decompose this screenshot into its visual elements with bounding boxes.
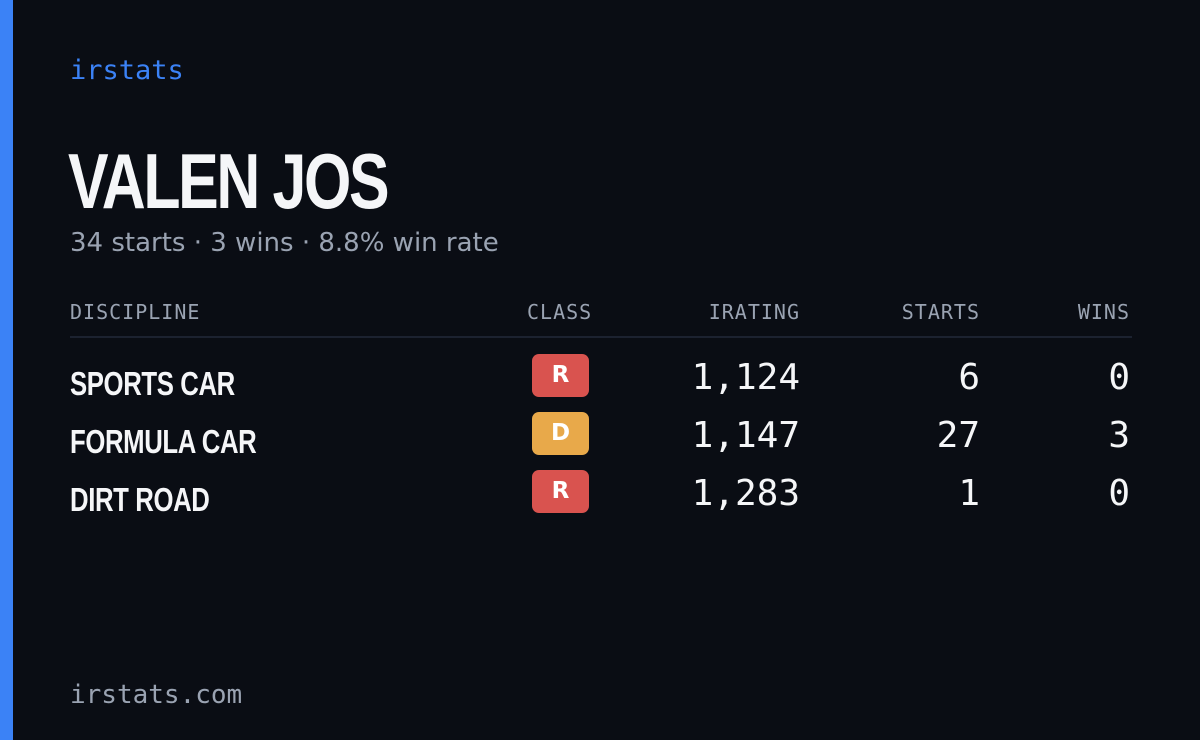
table-body: SPORTS CAR R 1,124 6 0 FORMULA CAR D 1,1…: [70, 338, 1132, 518]
starts-value: 1: [958, 473, 980, 514]
discipline-name: FORMULA CAR: [70, 423, 257, 460]
irating-value: 1,124: [691, 357, 800, 398]
class-badge: R: [532, 354, 589, 397]
footer-url: irstats.com: [70, 680, 243, 710]
table-row: SPORTS CAR R 1,124 6 0: [70, 338, 1132, 402]
class-badge: D: [532, 412, 589, 455]
table-row: FORMULA CAR D 1,147 27 3: [70, 396, 1132, 460]
discipline-name: SPORTS CAR: [70, 365, 235, 402]
wins-value: 0: [1108, 357, 1130, 398]
table-row: DIRT ROAD R 1,283 1 0: [70, 454, 1132, 518]
brand-logo: irstats: [70, 55, 184, 86]
wins-value: 0: [1108, 473, 1130, 514]
header-class: CLASS: [527, 300, 593, 324]
irating-value: 1,283: [691, 473, 800, 514]
discipline-name: DIRT ROAD: [70, 481, 210, 518]
header-discipline: DISCIPLINE: [70, 300, 201, 324]
table-header: DISCIPLINE CLASS IRATING STARTS WINS: [70, 296, 1132, 338]
starts-value: 6: [958, 357, 980, 398]
driver-summary: 34 starts · 3 wins · 8.8% win rate: [70, 228, 499, 258]
irating-value: 1,147: [691, 415, 800, 456]
header-irating: IRATING: [708, 300, 800, 324]
stats-table: DISCIPLINE CLASS IRATING STARTS WINS SPO…: [70, 296, 1132, 518]
accent-bar: [0, 0, 13, 740]
driver-name: VALEN JOS: [68, 137, 390, 225]
header-starts: STARTS: [901, 300, 980, 324]
starts-value: 27: [936, 415, 980, 456]
wins-value: 3: [1108, 415, 1130, 456]
class-badge: R: [532, 470, 589, 513]
header-wins: WINS: [1077, 300, 1130, 324]
